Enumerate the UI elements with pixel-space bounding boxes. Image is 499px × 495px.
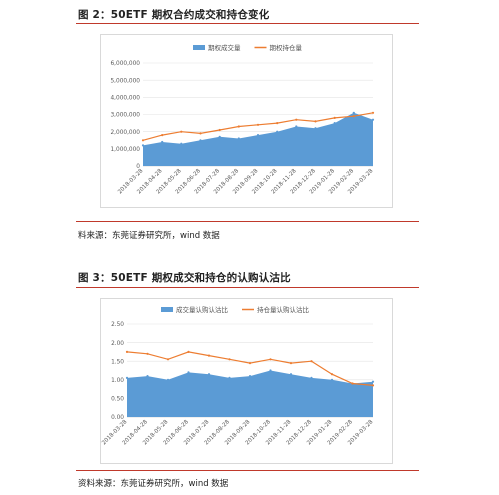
legend-swatch-0 xyxy=(193,45,205,50)
chart-1-svg: 期权成交量 期权持仓量 0 1,000,000 2,000,000 3,000,000 4,… xyxy=(110,43,375,195)
data-point-1-7 xyxy=(276,122,279,125)
data-point-1-0 xyxy=(125,350,129,353)
data-point-1-8 xyxy=(295,118,298,121)
data-point-0-3 xyxy=(187,371,190,374)
data-point-1-10 xyxy=(330,373,334,376)
chart-2-svg: 成交量认购认沽比 持仓量认购认沽比 0.00 0.50 1.00 1.50 2.00 2.50… xyxy=(101,305,375,446)
data-point-0-4 xyxy=(207,373,211,376)
data-point-0-12 xyxy=(371,380,375,383)
data-point-1-2 xyxy=(166,358,170,361)
data-point-0-1 xyxy=(161,140,164,144)
data-point-1-11 xyxy=(352,115,355,118)
y-tick-label-5: 5,000,000 xyxy=(110,78,140,84)
legend-swatch-0 xyxy=(161,307,173,312)
data-point-1-5 xyxy=(237,125,240,128)
series-area-0 xyxy=(127,370,373,417)
figure-3-top-rule xyxy=(76,287,419,288)
legend-label-0: 期权成交量 xyxy=(208,43,241,52)
legend-label-0: 成交量认购认沽比 xyxy=(176,305,229,314)
data-point-0-9 xyxy=(314,127,317,130)
data-point-1-6 xyxy=(248,362,252,365)
data-point-0-10 xyxy=(333,122,336,125)
data-point-1-12 xyxy=(371,384,375,387)
data-point-1-6 xyxy=(256,123,260,126)
figure-2-title: 图 2：50ETF 期权合约成交和持仓变化 xyxy=(78,9,270,21)
chart-1-frame: 期权成交量 期权持仓量 0 1,000,000 2,000,000 3,000,000 4,… xyxy=(100,34,393,208)
data-point-1-11 xyxy=(351,382,354,385)
data-point-1-8 xyxy=(289,362,293,365)
data-point-0-7 xyxy=(269,369,272,372)
y-tick-label-2: 1.00 xyxy=(111,378,124,384)
data-point-0-6 xyxy=(256,134,260,137)
y-tick-label-1: 0.50 xyxy=(111,397,124,403)
data-point-1-4 xyxy=(218,128,221,132)
data-point-1-1 xyxy=(161,134,164,137)
data-point-1-4 xyxy=(207,354,211,357)
chart-2-frame: 成交量认购认沽比 持仓量认购认沽比 0.00 0.50 1.00 1.50 2.00 2.50… xyxy=(100,298,393,464)
data-point-0-0 xyxy=(125,376,129,379)
data-point-1-3 xyxy=(187,350,190,353)
data-point-0-9 xyxy=(310,376,313,379)
y-tick-label-1: 1,000,000 xyxy=(110,147,140,153)
legend: 期权成交量 期权持仓量 xyxy=(193,43,303,52)
y-tick-label-5: 2.50 xyxy=(111,322,124,328)
data-point-1-9 xyxy=(310,360,313,363)
data-point-0-12 xyxy=(371,118,375,121)
data-point-0-11 xyxy=(352,111,355,114)
y-tick-label-4: 4,000,000 xyxy=(110,96,140,102)
data-point-0-3 xyxy=(199,139,202,142)
data-point-0-1 xyxy=(146,375,149,378)
y-tick-label-3: 3,000,000 xyxy=(110,113,140,119)
figure-2-source: 料来源：东莞证券研究所，wind 数据 xyxy=(78,231,220,241)
y-tick-label-3: 1.50 xyxy=(111,359,124,365)
legend-label-1: 期权持仓量 xyxy=(270,43,303,52)
data-point-1-7 xyxy=(269,358,272,361)
data-point-1-1 xyxy=(146,352,149,355)
data-point-1-2 xyxy=(180,130,183,133)
data-point-0-4 xyxy=(218,135,221,138)
figure-2-top-rule xyxy=(76,23,419,24)
legend: 成交量认购认沽比 持仓量认购认沽比 xyxy=(161,305,310,314)
y-tick-label-0: 0.00 xyxy=(111,415,124,421)
data-point-1-5 xyxy=(228,358,231,361)
data-point-0-8 xyxy=(289,373,293,376)
figure-3-source: 资料来源：东莞证券研究所，wind 数据 xyxy=(78,479,229,489)
data-point-0-2 xyxy=(180,142,183,145)
data-point-0-5 xyxy=(228,376,231,379)
data-point-1-10 xyxy=(333,116,336,119)
data-point-0-6 xyxy=(248,375,252,378)
data-point-0-8 xyxy=(295,125,298,128)
y-tick-label-6: 6,000,000 xyxy=(110,61,140,67)
y-tick-label-0: 0 xyxy=(136,164,140,170)
data-point-1-0 xyxy=(141,139,145,142)
data-point-1-9 xyxy=(314,120,317,123)
data-point-0-2 xyxy=(166,378,170,381)
data-point-0-0 xyxy=(141,144,145,147)
data-point-0-10 xyxy=(330,378,334,381)
y-tick-label-2: 2,000,000 xyxy=(110,130,140,136)
figure-2-bottom-rule xyxy=(76,221,419,222)
data-point-0-5 xyxy=(237,137,240,140)
data-point-0-7 xyxy=(276,130,279,133)
series-area-0 xyxy=(143,112,373,166)
y-tick-label-4: 2.00 xyxy=(111,341,124,347)
legend-label-1: 持仓量认购认沽比 xyxy=(257,305,310,314)
data-point-1-3 xyxy=(199,132,202,135)
data-point-1-12 xyxy=(371,111,375,114)
figure-3-bottom-rule xyxy=(76,470,419,471)
figure-3-title: 图 3：50ETF 期权成交和持仓的认购认沽比 xyxy=(78,272,291,284)
